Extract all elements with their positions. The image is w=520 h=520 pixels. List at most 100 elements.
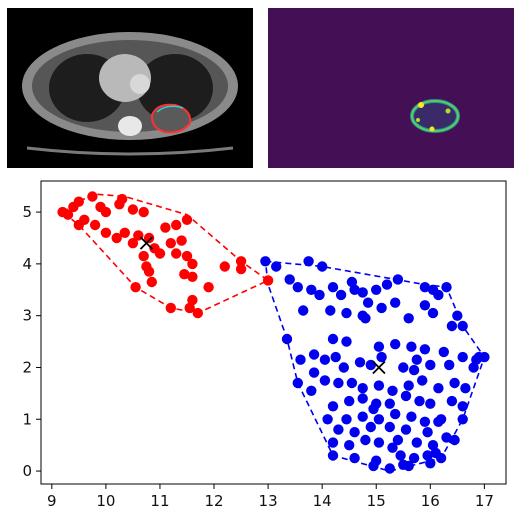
data-point-blue bbox=[341, 414, 352, 425]
data-point-blue bbox=[457, 401, 468, 412]
heatmap-hotspot bbox=[418, 102, 424, 108]
data-point-blue bbox=[392, 274, 404, 285]
data-point-blue bbox=[292, 282, 303, 293]
data-point-blue bbox=[346, 276, 358, 288]
data-point-red bbox=[187, 294, 198, 306]
data-point-red bbox=[235, 256, 247, 267]
data-point-blue bbox=[403, 380, 414, 391]
y-tick-label: 5 bbox=[22, 203, 32, 221]
data-point-red bbox=[119, 227, 130, 238]
data-point-blue bbox=[446, 395, 458, 407]
data-point-blue bbox=[271, 261, 282, 272]
data-point-blue bbox=[438, 346, 449, 358]
data-point-blue bbox=[400, 390, 412, 402]
x-tick-label: 9 bbox=[47, 492, 57, 510]
data-point-red bbox=[154, 248, 166, 259]
data-point-blue bbox=[419, 344, 431, 355]
data-point-blue bbox=[425, 458, 436, 469]
data-point-blue bbox=[408, 364, 420, 376]
y-tick-label: 1 bbox=[22, 410, 32, 428]
data-point-blue bbox=[460, 383, 471, 394]
data-point-blue bbox=[479, 351, 490, 363]
ct-right-lung bbox=[137, 54, 213, 122]
data-point-blue bbox=[357, 383, 368, 394]
data-point-red bbox=[127, 204, 139, 215]
data-point-blue bbox=[322, 414, 333, 425]
data-point-red bbox=[111, 232, 122, 244]
data-point-blue bbox=[398, 362, 409, 373]
data-point-blue bbox=[441, 282, 452, 293]
ct-spine bbox=[118, 116, 142, 136]
data-point-blue bbox=[346, 377, 358, 389]
ct-scan-image bbox=[7, 8, 253, 168]
data-point-blue bbox=[381, 279, 393, 290]
data-point-blue bbox=[444, 359, 455, 371]
data-point-red bbox=[203, 282, 214, 293]
data-point-blue bbox=[349, 427, 360, 438]
data-point-red bbox=[138, 250, 149, 262]
data-point-blue bbox=[403, 313, 414, 324]
data-point-red bbox=[181, 250, 193, 262]
ct-table-line bbox=[26, 146, 234, 156]
data-point-red bbox=[141, 261, 152, 272]
data-point-blue bbox=[373, 380, 385, 391]
x-tick-label: 17 bbox=[475, 492, 494, 510]
data-point-red bbox=[116, 193, 128, 205]
data-point-blue bbox=[449, 377, 460, 389]
data-point-blue bbox=[422, 427, 433, 438]
x-tick-label: 15 bbox=[367, 492, 386, 510]
data-point-blue bbox=[376, 302, 387, 314]
data-point-blue bbox=[408, 452, 420, 464]
data-point-red bbox=[100, 227, 112, 238]
data-point-blue bbox=[387, 385, 398, 396]
x-tick-label: 10 bbox=[96, 492, 115, 510]
data-point-blue bbox=[373, 437, 385, 448]
data-point-red bbox=[235, 263, 247, 275]
y-tick-label: 4 bbox=[22, 255, 32, 273]
centroid-marker-red bbox=[139, 236, 154, 250]
data-point-blue bbox=[400, 424, 412, 435]
data-point-blue bbox=[468, 362, 479, 373]
centroid-marker-blue bbox=[372, 360, 386, 375]
x-tick-label: 14 bbox=[313, 492, 332, 510]
data-point-blue bbox=[419, 300, 431, 311]
data-point-blue bbox=[395, 450, 406, 461]
data-point-blue bbox=[384, 463, 395, 474]
data-point-blue bbox=[362, 297, 374, 308]
data-point-blue bbox=[281, 333, 293, 345]
x-tick-label: 12 bbox=[204, 492, 223, 510]
data-point-red bbox=[165, 238, 176, 249]
data-point-red bbox=[184, 302, 195, 314]
data-point-blue bbox=[433, 416, 444, 427]
data-point-blue bbox=[327, 401, 339, 412]
centroid-layer bbox=[139, 236, 386, 375]
data-point-blue bbox=[314, 289, 325, 301]
data-point-blue bbox=[406, 341, 417, 352]
data-point-red bbox=[171, 219, 182, 231]
data-point-red bbox=[192, 307, 203, 319]
data-point-blue bbox=[357, 393, 368, 404]
data-point-blue bbox=[360, 434, 371, 446]
data-point-red bbox=[73, 219, 85, 231]
data-point-blue bbox=[306, 284, 317, 295]
data-point-blue bbox=[449, 434, 460, 446]
data-point-red bbox=[127, 238, 139, 249]
data-point-red bbox=[73, 196, 85, 207]
data-point-red bbox=[143, 232, 155, 244]
data-point-red bbox=[87, 191, 98, 202]
data-point-red bbox=[130, 282, 141, 293]
data-point-blue bbox=[327, 333, 339, 345]
data-point-blue bbox=[419, 416, 431, 427]
data-point-blue bbox=[295, 354, 306, 365]
data-point-red bbox=[146, 276, 157, 288]
data-point-blue bbox=[457, 414, 468, 425]
ct-tumor-red-outline bbox=[150, 103, 192, 134]
data-point-blue bbox=[319, 375, 331, 386]
data-point-blue bbox=[376, 351, 387, 363]
data-point-blue bbox=[368, 403, 379, 415]
data-point-red bbox=[171, 248, 182, 259]
heatmap-hotspot bbox=[416, 118, 420, 122]
segmentation-heatmap bbox=[268, 8, 514, 168]
data-point-blue bbox=[260, 256, 271, 267]
